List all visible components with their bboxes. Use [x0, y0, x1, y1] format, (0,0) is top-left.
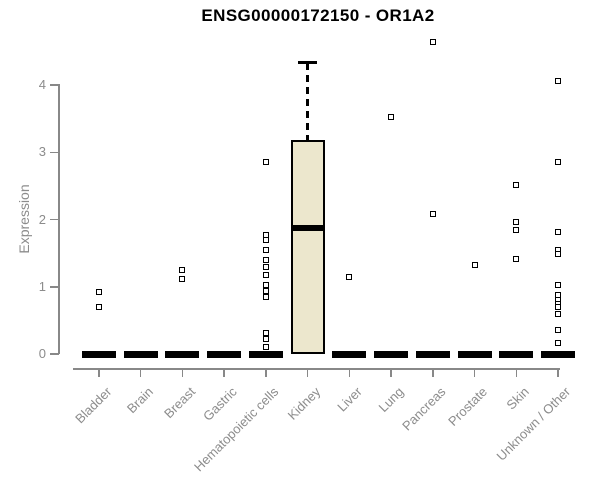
- y-tick: [50, 151, 59, 154]
- data-point: [554, 326, 561, 333]
- data-point: [262, 336, 269, 343]
- zero-bar: [332, 350, 367, 358]
- data-point: [429, 210, 436, 217]
- zero-bar: [165, 350, 200, 358]
- data-point: [262, 264, 269, 271]
- zero-bar: [207, 350, 242, 358]
- zero-bar: [457, 350, 492, 358]
- data-point: [262, 158, 269, 165]
- x-tick: [223, 368, 225, 377]
- x-tick: [265, 368, 267, 377]
- data-point: [179, 267, 186, 273]
- data-point: [262, 271, 269, 278]
- x-tick: [432, 368, 434, 377]
- chart-title: ENSG00000172150 - OR1A2: [201, 6, 435, 25]
- y-tick-label: 0: [38, 346, 46, 361]
- data-point: [429, 39, 436, 46]
- data-point: [262, 246, 269, 253]
- y-axis-line: [58, 84, 60, 354]
- data-point: [262, 330, 269, 337]
- data-point: [388, 114, 395, 121]
- x-tick-label: Lung: [375, 384, 407, 416]
- x-tick-label: Skin: [503, 384, 532, 413]
- data-point: [262, 344, 269, 351]
- data-point: [554, 310, 561, 317]
- x-tick-label: Pancreas: [398, 384, 449, 434]
- x-tick: [98, 368, 100, 377]
- x-tick: [515, 368, 518, 377]
- y-tick: [50, 353, 59, 355]
- data-point: [471, 261, 478, 268]
- data-point: [513, 182, 520, 189]
- data-point: [513, 226, 520, 233]
- x-tick-label: Prostate: [445, 384, 491, 429]
- x-tick-label: Brain: [124, 384, 157, 417]
- y-tick: [50, 84, 59, 86]
- data-point: [554, 228, 561, 235]
- y-tick-label: 1: [38, 278, 46, 294]
- data-point: [554, 303, 561, 310]
- y-tick-label: 4: [38, 77, 46, 93]
- zero-bar: [499, 350, 534, 358]
- data-point: [262, 281, 269, 288]
- x-tick-label: Unknown / Other: [494, 384, 574, 464]
- data-point: [262, 293, 269, 300]
- zero-bar: [248, 350, 283, 358]
- whisker-cap: [298, 61, 318, 65]
- x-tick: [181, 368, 184, 377]
- data-point: [554, 281, 561, 288]
- x-tick-label: Kidney: [284, 384, 324, 423]
- y-tick: [50, 286, 59, 288]
- data-point: [262, 237, 269, 244]
- x-tick: [557, 368, 559, 377]
- x-tick: [473, 368, 476, 377]
- data-point: [96, 289, 102, 296]
- zero-bar: [123, 350, 158, 358]
- x-tick: [306, 368, 309, 377]
- data-point: [554, 250, 561, 257]
- data-point: [179, 275, 186, 282]
- zero-bar: [415, 350, 450, 358]
- x-tick: [139, 368, 142, 377]
- y-tick-label: 3: [38, 144, 46, 160]
- data-point: [96, 303, 102, 310]
- y-tick: [50, 218, 59, 221]
- y-tick-label: 2: [38, 211, 46, 227]
- x-tick-label: Gastric: [200, 384, 240, 424]
- data-point: [554, 78, 561, 85]
- data-point: [554, 340, 561, 347]
- zero-bar: [82, 350, 116, 358]
- data-point: [513, 219, 520, 226]
- data-point: [262, 287, 269, 294]
- upper-whisker: [306, 63, 309, 141]
- x-tick: [348, 368, 351, 377]
- x-tick-label: Liver: [334, 384, 365, 415]
- x-tick-label: Breast: [160, 384, 199, 422]
- data-point: [262, 256, 269, 263]
- zero-bar: [374, 350, 409, 358]
- data-point: [346, 273, 353, 280]
- data-point: [554, 158, 561, 165]
- x-tick: [390, 368, 392, 377]
- x-axis-line: [73, 368, 560, 370]
- box: [290, 140, 325, 354]
- box-median: [290, 224, 325, 231]
- zero-bar: [540, 350, 575, 358]
- data-point: [513, 256, 520, 263]
- x-tick-label: Bladder: [72, 384, 115, 427]
